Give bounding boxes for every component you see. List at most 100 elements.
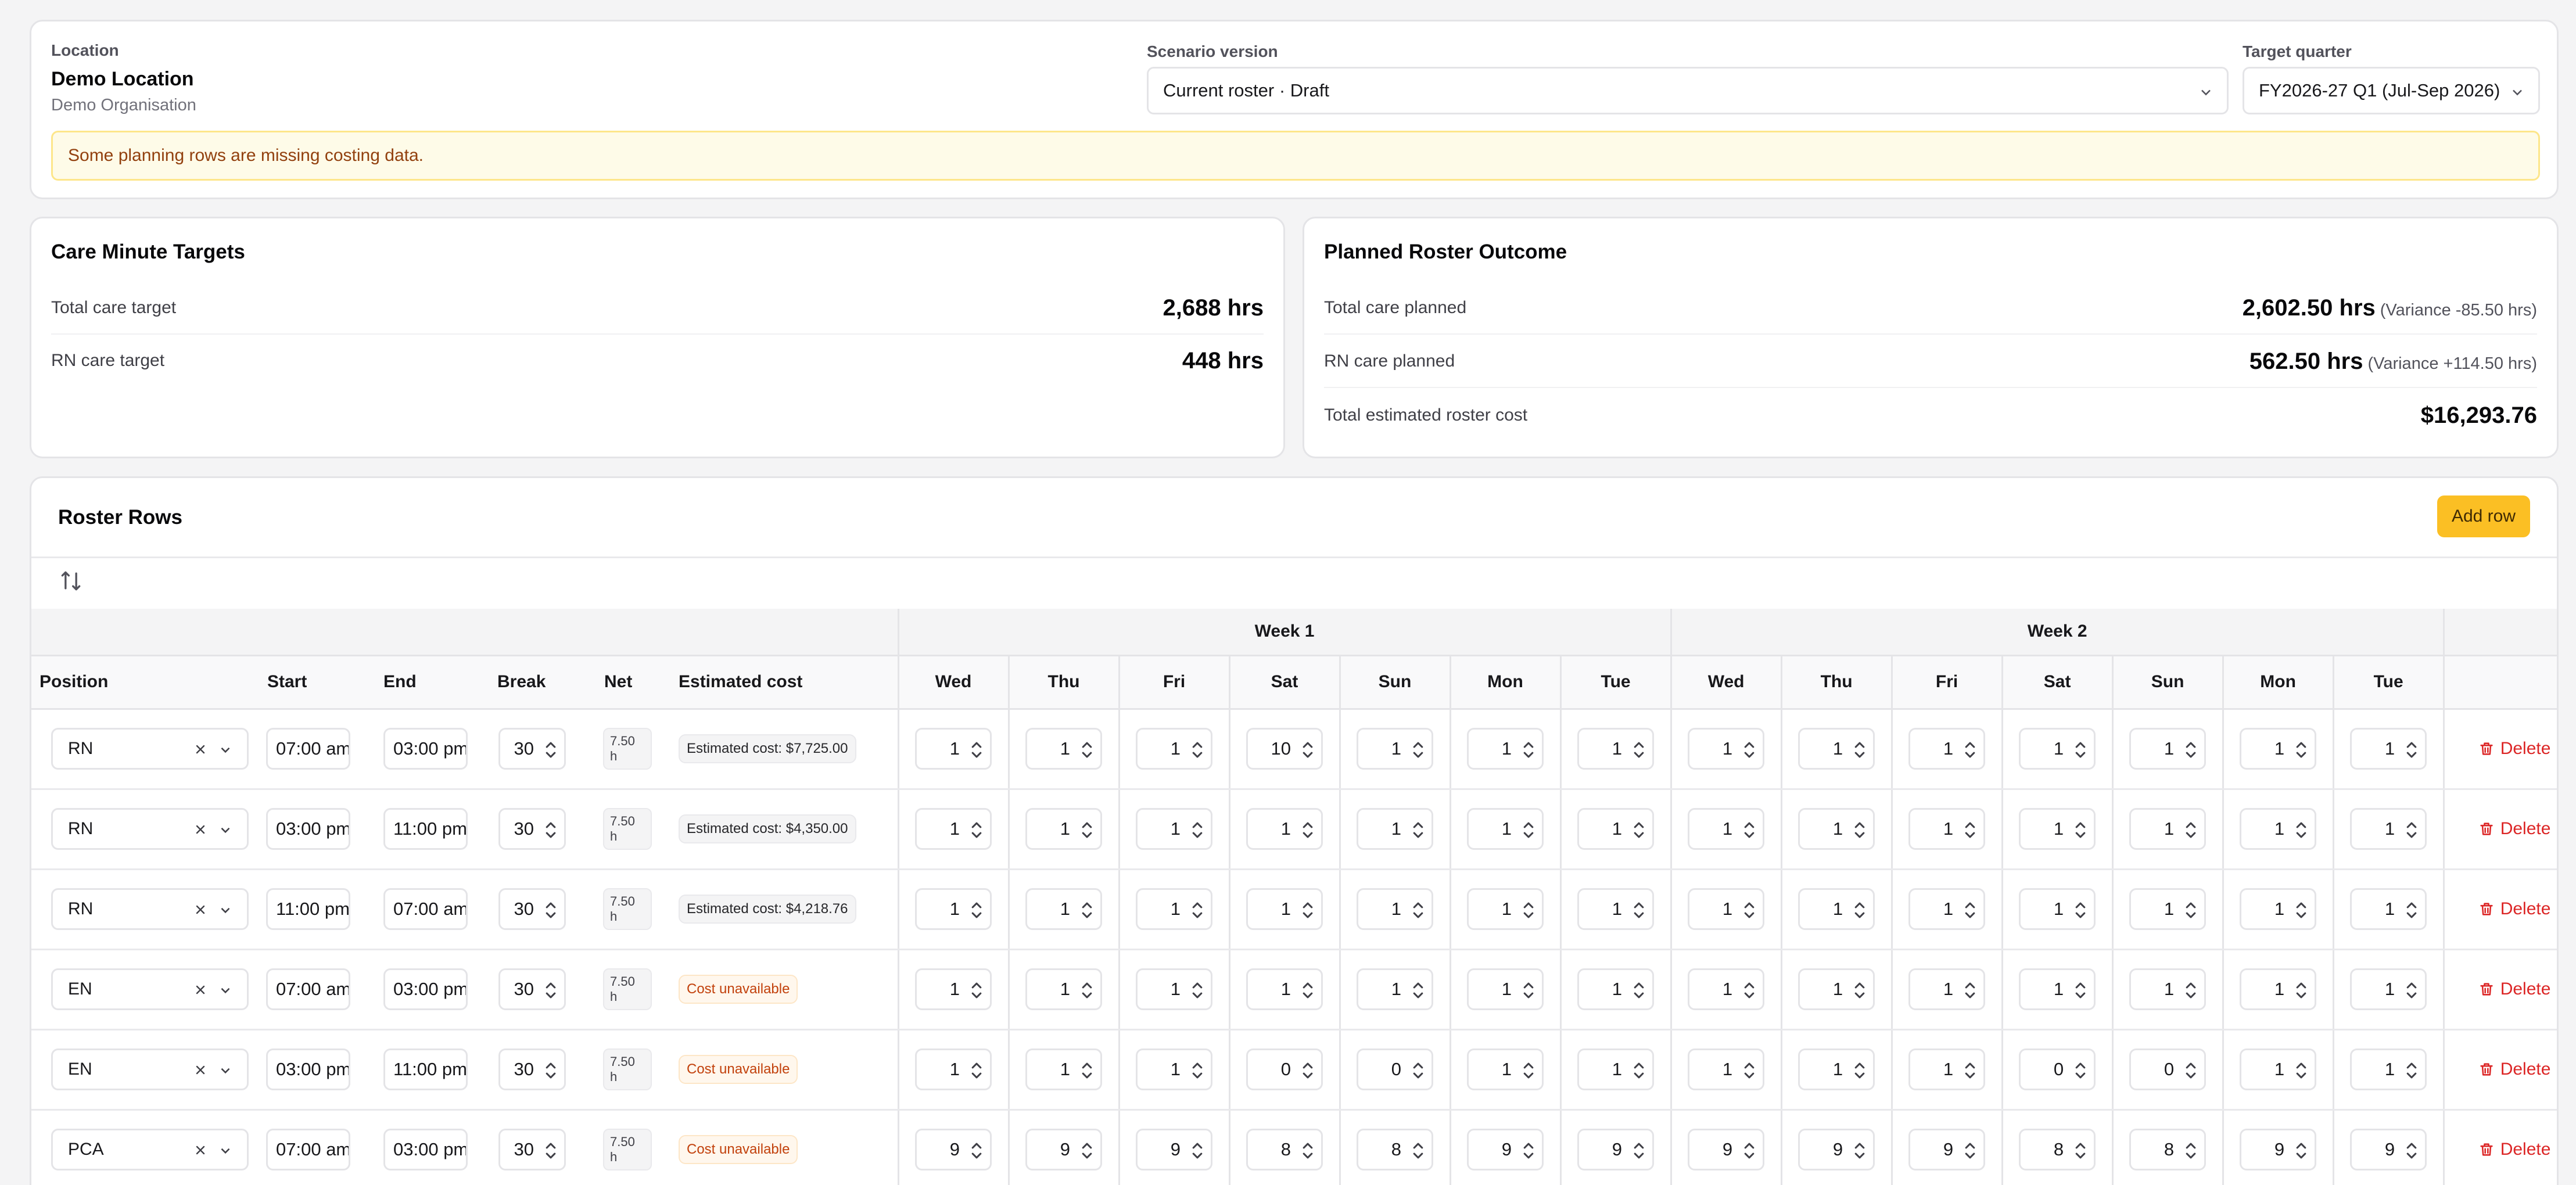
staff-count-input[interactable]: 8 [2019,1129,2096,1170]
staff-count-input[interactable]: 1 [2240,728,2317,770]
spinner-icon[interactable] [1301,900,1314,920]
spinner-icon[interactable] [970,1141,983,1161]
staff-count-input[interactable]: 1 [2019,808,2096,850]
spinner-icon[interactable] [1743,1141,1756,1161]
spinner-icon[interactable] [970,820,983,840]
staff-count-input[interactable]: 1 [1577,888,1655,930]
break-input[interactable]: 30 [498,728,566,770]
staff-count-input[interactable]: 1 [1136,728,1212,770]
spinner-icon[interactable] [2405,740,2418,760]
staff-count-input[interactable]: 1 [1467,1048,1544,1090]
spinner-icon[interactable] [1633,1061,1645,1080]
quarter-select[interactable]: FY2026-27 Q1 (Jul-Sep 2026) [2243,67,2540,114]
staff-count-input[interactable]: 9 [1908,1129,1986,1170]
spinner-icon[interactable] [1853,740,1866,760]
start-time-input[interactable]: 07:00 am [266,728,350,770]
delete-row-button[interactable]: Delete [2478,979,2550,999]
position-select[interactable]: EN [51,968,249,1010]
spinner-icon[interactable] [2295,981,2308,1000]
sort-icon[interactable] [58,568,84,594]
spinner-icon[interactable] [1964,1141,1976,1161]
staff-count-input[interactable]: 0 [2129,1048,2207,1090]
staff-count-input[interactable]: 1 [915,968,992,1010]
staff-count-input[interactable]: 1 [1136,968,1212,1010]
staff-count-input[interactable]: 1 [1467,808,1544,850]
staff-count-input[interactable]: 1 [1908,968,1986,1010]
start-time-input[interactable]: 03:00 pm [266,808,350,850]
spinner-icon[interactable] [1743,820,1756,840]
staff-count-input[interactable]: 1 [1467,968,1544,1010]
staff-count-input[interactable]: 1 [1577,808,1655,850]
staff-count-input[interactable]: 1 [1025,888,1102,930]
staff-count-input[interactable]: 9 [1688,1129,1765,1170]
start-time-input[interactable]: 11:00 pm [266,888,350,930]
spinner-icon[interactable] [2295,900,2308,920]
spinner-icon[interactable] [1412,1141,1425,1161]
staff-count-input[interactable]: 1 [1025,728,1102,770]
staff-count-input[interactable]: 1 [1136,808,1212,850]
staff-count-input[interactable]: 1 [1908,888,1986,930]
staff-count-input[interactable]: 1 [1246,808,1323,850]
staff-count-input[interactable]: 1 [1798,728,1875,770]
staff-count-input[interactable]: 1 [1357,968,1433,1010]
spinner-icon[interactable] [1853,820,1866,840]
spinner-icon[interactable] [1522,820,1535,840]
staff-count-input[interactable]: 1 [2129,968,2207,1010]
spinner-icon[interactable] [2184,820,2197,840]
end-time-input[interactable]: 03:00 pm [383,968,468,1010]
break-input[interactable]: 30 [498,1048,566,1090]
spinner-icon[interactable] [1743,1061,1756,1080]
scenario-select[interactable]: Current roster · Draft [1147,67,2229,114]
spinner-icon[interactable] [2074,981,2087,1000]
end-time-input[interactable]: 03:00 pm [383,728,468,770]
staff-count-input[interactable]: 9 [1577,1129,1655,1170]
staff-count-input[interactable]: 8 [2129,1129,2207,1170]
staff-count-input[interactable]: 1 [1025,968,1102,1010]
spinner-icon[interactable] [544,981,557,1000]
spinner-icon[interactable] [1191,981,1204,1000]
staff-count-input[interactable]: 9 [2350,1129,2427,1170]
spinner-icon[interactable] [1853,1141,1866,1161]
spinner-icon[interactable] [1853,981,1866,1000]
staff-count-input[interactable]: 1 [2129,888,2207,930]
spinner-icon[interactable] [1853,1061,1866,1080]
staff-count-input[interactable]: 1 [1577,968,1655,1010]
staff-count-input[interactable]: 9 [915,1129,992,1170]
clear-icon[interactable] [193,823,207,836]
spinner-icon[interactable] [2184,900,2197,920]
spinner-icon[interactable] [544,820,557,840]
spinner-icon[interactable] [1964,1061,1976,1080]
staff-count-input[interactable]: 1 [1798,968,1875,1010]
clear-icon[interactable] [193,903,207,917]
spinner-icon[interactable] [1522,1061,1535,1080]
spinner-icon[interactable] [1964,820,1976,840]
staff-count-input[interactable]: 9 [1025,1129,1102,1170]
staff-count-input[interactable]: 0 [2019,1048,2096,1090]
staff-count-input[interactable]: 1 [1246,888,1323,930]
spinner-icon[interactable] [1633,1141,1645,1161]
spinner-icon[interactable] [1301,820,1314,840]
staff-count-input[interactable]: 1 [1798,1048,1875,1090]
staff-count-input[interactable]: 1 [2350,1048,2427,1090]
staff-count-input[interactable]: 1 [2129,808,2207,850]
staff-count-input[interactable]: 1 [2350,888,2427,930]
spinner-icon[interactable] [970,1061,983,1080]
spinner-icon[interactable] [2074,740,2087,760]
spinner-icon[interactable] [2405,981,2418,1000]
spinner-icon[interactable] [1301,1141,1314,1161]
staff-count-input[interactable]: 1 [1688,968,1765,1010]
spinner-icon[interactable] [544,1061,557,1080]
spinner-icon[interactable] [1743,740,1756,760]
staff-count-input[interactable]: 1 [2350,808,2427,850]
clear-icon[interactable] [193,983,207,997]
staff-count-input[interactable]: 1 [1136,888,1212,930]
spinner-icon[interactable] [1081,981,1093,1000]
staff-count-input[interactable]: 1 [2129,728,2207,770]
staff-count-input[interactable]: 1 [2019,728,2096,770]
staff-count-input[interactable]: 1 [1025,808,1102,850]
staff-count-input[interactable]: 1 [1136,1048,1212,1090]
staff-count-input[interactable]: 1 [1467,728,1544,770]
spinner-icon[interactable] [2074,820,2087,840]
spinner-icon[interactable] [1191,820,1204,840]
spinner-icon[interactable] [970,900,983,920]
